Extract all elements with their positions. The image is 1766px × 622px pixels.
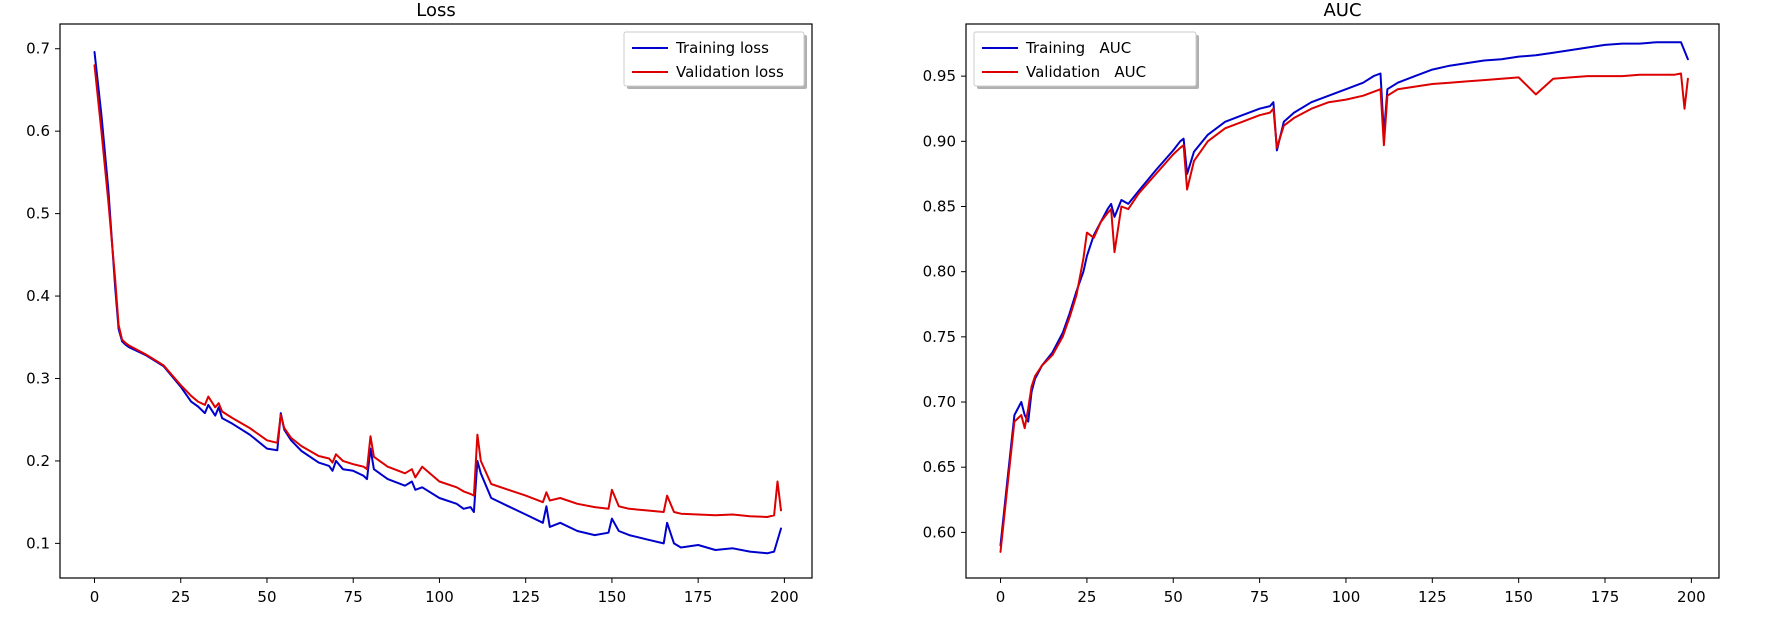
x-tick-label: 50 [1164, 588, 1183, 606]
legend-label: Training AUC [1025, 39, 1131, 57]
x-tick-label: 50 [257, 588, 276, 606]
series-line-validation-loss [93, 64, 782, 518]
chart-0: Loss 0 25 50 75 100 125 150 175 200 0.1 0.2 0.3 0.4 0.… [26, 0, 813, 606]
y-tick-label: 0.4 [26, 287, 50, 305]
x-tick-label: 0 [996, 588, 1006, 606]
legend: Training AUC Validation AUC [973, 31, 1199, 89]
legend-box [623, 31, 805, 87]
x-tick-label: 175 [1591, 588, 1620, 606]
x-tick-label: 100 [1332, 588, 1361, 606]
series-line-validation-auc [999, 72, 1689, 553]
legend-label: Validation loss [676, 63, 784, 81]
x-tick-label: 175 [684, 588, 713, 606]
plot-frame [59, 23, 813, 579]
legend: Training loss Validation loss [623, 31, 807, 89]
series-line-training-loss [93, 51, 782, 555]
y-tick-label: 0.85 [923, 197, 956, 215]
chart-title: Loss [416, 0, 455, 21]
x-tick-label: 150 [1504, 588, 1533, 606]
x-tick-label: 200 [1677, 588, 1706, 606]
plot-frame [965, 23, 1720, 579]
y-tick-label: 0.65 [923, 458, 956, 476]
x-tick-label: 150 [598, 588, 627, 606]
y-tick-label: 0.5 [26, 205, 50, 223]
x-tick-label: 200 [770, 588, 799, 606]
chart-1: AUC 0 25 50 75 100 125 150 175 200 0.60 0.65 0.70 0.7… [923, 0, 1720, 606]
x-tick-label: 125 [1418, 588, 1447, 606]
x-tick-label: 75 [344, 588, 363, 606]
y-tick-label: 0.75 [923, 328, 956, 346]
y-tick-label: 0.2 [26, 452, 50, 470]
series-line-training-auc [999, 41, 1689, 547]
x-tick-label: 75 [1250, 588, 1269, 606]
x-tick-label: 100 [425, 588, 454, 606]
chart-title: AUC [1323, 0, 1361, 21]
x-tick-label: 0 [90, 588, 100, 606]
y-tick-label: 0.7 [26, 40, 50, 58]
y-tick-label: 0.70 [923, 393, 956, 411]
y-tick-label: 0.1 [26, 534, 50, 552]
y-tick-label: 0.60 [923, 523, 956, 541]
y-tick-label: 0.80 [923, 263, 956, 281]
legend-label: Validation AUC [1026, 63, 1146, 81]
y-tick-label: 0.3 [26, 369, 50, 387]
x-tick-label: 25 [1077, 588, 1096, 606]
y-tick-label: 0.95 [923, 67, 956, 85]
y-tick-label: 0.6 [26, 122, 50, 140]
legend-box [973, 31, 1197, 87]
y-tick-label: 0.90 [923, 132, 956, 150]
x-tick-label: 125 [511, 588, 540, 606]
x-tick-label: 25 [171, 588, 190, 606]
legend-label: Training loss [675, 39, 769, 57]
